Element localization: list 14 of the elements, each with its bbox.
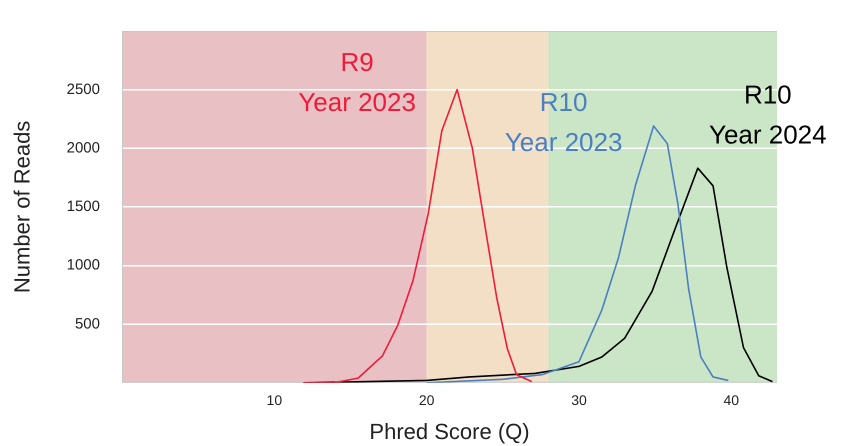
series-label: R10 Year 2024: [708, 79, 827, 150]
x-tick-label: 30: [571, 392, 587, 408]
y-tick-label: 500: [74, 315, 100, 332]
y-tick-label: 1000: [66, 256, 100, 274]
x-tick-label: 20: [418, 392, 435, 408]
y-axis-title: Number of Reads: [9, 120, 34, 294]
x-tick-label: 40: [724, 392, 740, 408]
y-tick-label: 1500: [66, 198, 100, 216]
x-axis-title: Phred Score (Q): [369, 418, 530, 444]
y-tick-label: 2500: [66, 80, 100, 98]
y-tick-label: 2000: [66, 139, 100, 156]
x-tick-label: 10: [266, 392, 282, 408]
series-label: R10 Year 2023: [504, 87, 622, 158]
series-label: R9 Year 2023: [298, 46, 416, 117]
